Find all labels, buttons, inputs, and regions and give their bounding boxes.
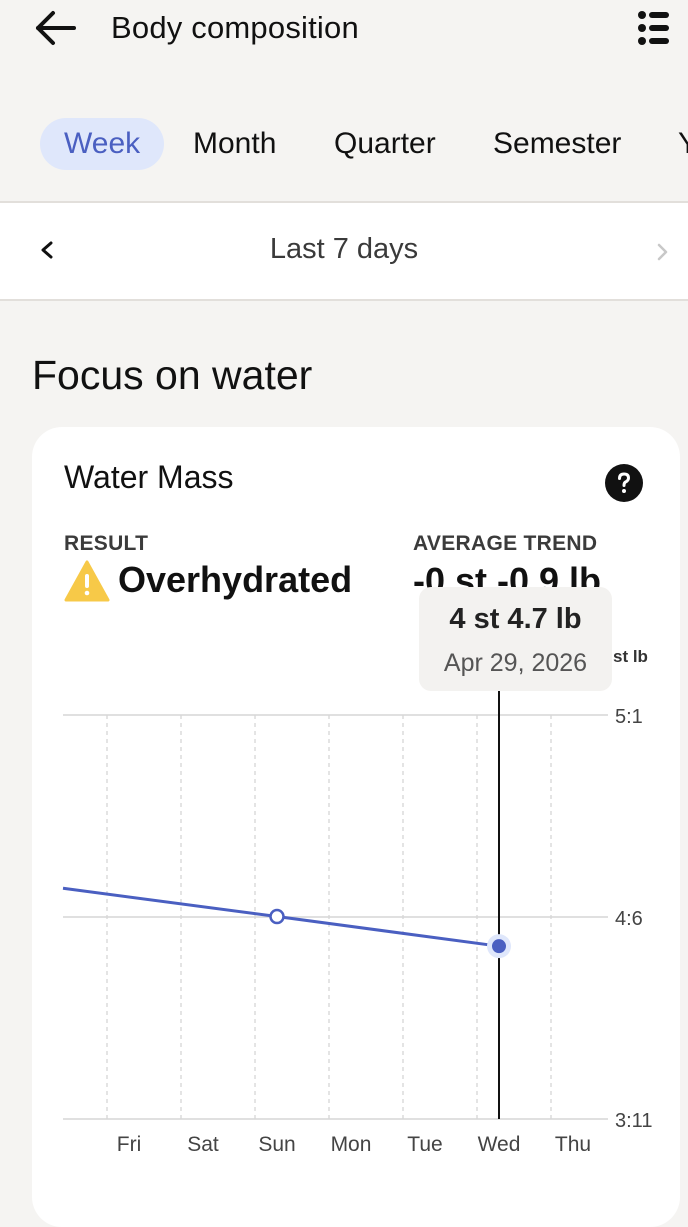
- page-title: Body composition: [111, 10, 359, 45]
- y-tick-label: 3:11: [615, 1110, 652, 1132]
- chart-tooltip: 4 st 4.7 lb Apr 29, 2026: [419, 587, 612, 691]
- date-range-bar: Last 7 days: [0, 201, 688, 301]
- tooltip-value: 4 st 4.7 lb: [449, 603, 582, 635]
- x-tick-label: Fri: [117, 1133, 142, 1156]
- y-tick-label: 4:6: [615, 908, 643, 930]
- result-value: Overhydrated: [118, 559, 353, 600]
- tab-week[interactable]: Week: [40, 118, 165, 170]
- y-axis-unit-label: st lb: [613, 647, 648, 666]
- date-range-label: Last 7 days: [269, 233, 419, 265]
- tab-year[interactable]: Y: [678, 118, 688, 170]
- water-mass-chart[interactable]: 3:11 4:6 5:1 Fri Sat Sun Mon Tue Wed Thu: [32, 427, 680, 1200]
- chevron-right-icon: [657, 243, 668, 261]
- list-menu-icon[interactable]: [636, 8, 672, 48]
- help-icon[interactable]: [604, 463, 644, 503]
- highlight-point: [492, 939, 506, 954]
- average-trend-label: AVERAGE TREND: [413, 532, 598, 555]
- result-label: RESULT: [64, 532, 149, 555]
- warning-icon: [64, 560, 110, 602]
- x-tick-label: Sun: [258, 1133, 295, 1156]
- chevron-left-icon[interactable]: [36, 235, 58, 265]
- y-tick-label: 5:1: [615, 706, 643, 728]
- x-tick-label: Tue: [407, 1133, 442, 1156]
- data-point: [269, 908, 285, 925]
- back-arrow-icon[interactable]: [34, 10, 76, 46]
- x-tick-label: Sat: [187, 1133, 219, 1156]
- tab-semester[interactable]: Semester: [493, 127, 622, 160]
- tab-quarter[interactable]: Quarter: [334, 127, 436, 160]
- x-tick-label: Mon: [331, 1133, 372, 1156]
- period-tabs: Week Month Quarter Semester Y: [0, 118, 688, 176]
- x-tick-label: Thu: [555, 1133, 591, 1156]
- top-bar: Body composition: [0, 0, 688, 60]
- water-mass-card: Water Mass RESULT Overhydrated AVERAGE T…: [32, 427, 680, 1227]
- x-tick-label: Wed: [478, 1133, 521, 1156]
- section-title: Focus on water: [32, 352, 313, 398]
- card-title: Water Mass: [64, 459, 234, 495]
- tooltip-date: Apr 29, 2026: [443, 649, 588, 677]
- tab-month[interactable]: Month: [193, 127, 277, 160]
